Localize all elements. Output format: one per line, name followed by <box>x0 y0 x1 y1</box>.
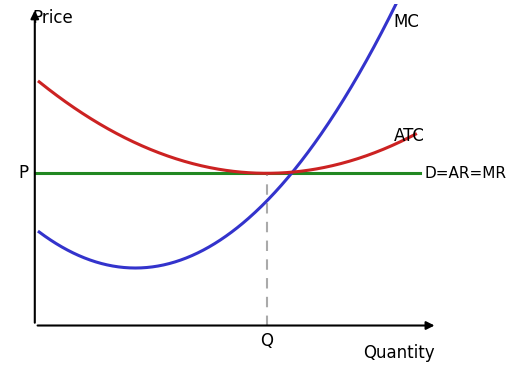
Text: Q: Q <box>260 332 273 350</box>
Text: ATC: ATC <box>394 127 424 145</box>
Text: Quantity: Quantity <box>364 344 435 362</box>
Text: MC: MC <box>394 13 419 31</box>
Text: D=AR=MR: D=AR=MR <box>424 166 506 181</box>
Text: P: P <box>18 164 28 182</box>
Text: Price: Price <box>33 9 73 27</box>
